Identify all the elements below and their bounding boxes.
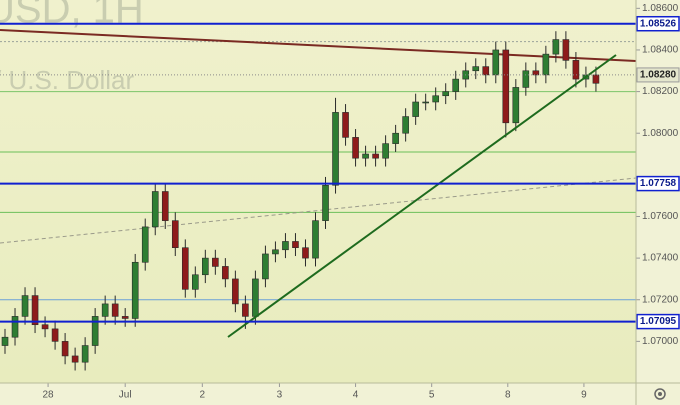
- candle-body: [422, 101, 429, 104]
- candle-body: [412, 101, 419, 117]
- candle-body: [452, 78, 460, 92]
- y-tick-label: 1.08600: [642, 3, 679, 14]
- candle-body: [161, 191, 169, 221]
- time-axis: [0, 383, 636, 405]
- candle-body: [131, 261, 139, 319]
- y-tick-label: 1.08200: [642, 86, 679, 97]
- y-tick-label: 1.07000: [642, 336, 679, 347]
- level-label-box: [636, 15, 680, 32]
- candle-body: [482, 66, 490, 76]
- x-tick-label: 3: [277, 390, 283, 401]
- candle-body: [51, 328, 59, 342]
- x-tick-label: 28: [43, 390, 55, 401]
- candle-body: [41, 324, 49, 330]
- candle-body: [11, 316, 19, 338]
- x-tick-label: 2: [200, 390, 206, 401]
- candle-body: [232, 278, 239, 305]
- x-tick-label: 9: [581, 390, 587, 401]
- candle-body: [222, 266, 229, 280]
- candle-body: [532, 70, 540, 76]
- candle-body: [472, 66, 480, 72]
- candle-body: [272, 249, 279, 255]
- candle-body: [372, 153, 379, 159]
- y-tick-label: 1.08000: [642, 128, 679, 139]
- candle-body: [522, 70, 530, 88]
- settings-icon-center: [658, 392, 662, 396]
- candle-body: [552, 39, 560, 55]
- candle-body: [312, 220, 319, 259]
- candle-body: [382, 143, 389, 159]
- candle-body: [21, 295, 29, 317]
- current-price-label: 1.08280: [640, 70, 677, 81]
- candle-body: [212, 257, 219, 267]
- x-tick-label: 8: [505, 390, 511, 401]
- candle-body: [151, 191, 159, 228]
- y-tick-label: 1.08400: [642, 45, 679, 56]
- x-tick-label: Jul: [119, 390, 132, 401]
- y-tick-label: 1.07400: [642, 253, 679, 264]
- candle-body: [252, 278, 259, 317]
- candle-body: [181, 247, 189, 290]
- level-label: 1.08526: [640, 18, 677, 29]
- candle-body: [81, 345, 89, 363]
- candle-body: [322, 184, 329, 221]
- candle-body: [442, 91, 450, 97]
- y-tick-label: 1.07600: [642, 211, 679, 222]
- level-label: 1.07095: [640, 316, 677, 327]
- candle-body: [562, 39, 570, 61]
- candle-body: [262, 253, 269, 280]
- candle-body: [202, 257, 209, 276]
- candle-body: [71, 355, 79, 363]
- settings-icon[interactable]: [654, 388, 666, 400]
- candle-body: [111, 303, 119, 317]
- candle-body: [432, 95, 439, 103]
- x-tick-label: 4: [353, 390, 359, 401]
- resistance-line: [0, 29, 637, 62]
- y-tick-label: 1.07200: [642, 294, 679, 305]
- candle-body: [502, 49, 510, 124]
- candle-body: [402, 116, 409, 134]
- candle-body: [392, 132, 399, 144]
- candle-body: [242, 303, 249, 317]
- candle-body: [542, 53, 550, 76]
- level-label: 1.07758: [640, 178, 677, 189]
- candle-body: [512, 87, 520, 124]
- candle-body: [101, 303, 109, 317]
- candle-body: [352, 137, 359, 159]
- watermark-symbol: USD, 1H: [0, 0, 144, 32]
- candle-body: [332, 112, 339, 186]
- candle-body: [572, 60, 580, 80]
- candle-body: [141, 226, 149, 263]
- candle-body: [302, 247, 309, 259]
- current-price-box: [636, 67, 680, 83]
- candle-body: [31, 295, 39, 326]
- trend-line-dashed: [0, 177, 637, 244]
- candle-body: [292, 241, 299, 249]
- x-tick-label: 5: [429, 390, 435, 401]
- candle-body: [362, 153, 369, 159]
- candle-body: [192, 274, 199, 290]
- candle-body: [1, 336, 9, 346]
- watermark-description: / U.S. Dollar: [0, 65, 134, 95]
- support-line: [227, 54, 617, 338]
- candle-body: [342, 112, 349, 138]
- candle-body: [171, 220, 179, 249]
- candle-body: [282, 241, 289, 251]
- candle-body: [121, 316, 129, 319]
- candle-body: [61, 341, 69, 357]
- plot-area: [0, 0, 636, 383]
- candle-body: [91, 316, 99, 346]
- level-label-box: [636, 313, 680, 330]
- candle-body: [492, 49, 500, 76]
- level-label-box: [636, 175, 680, 192]
- candle-body: [592, 74, 600, 84]
